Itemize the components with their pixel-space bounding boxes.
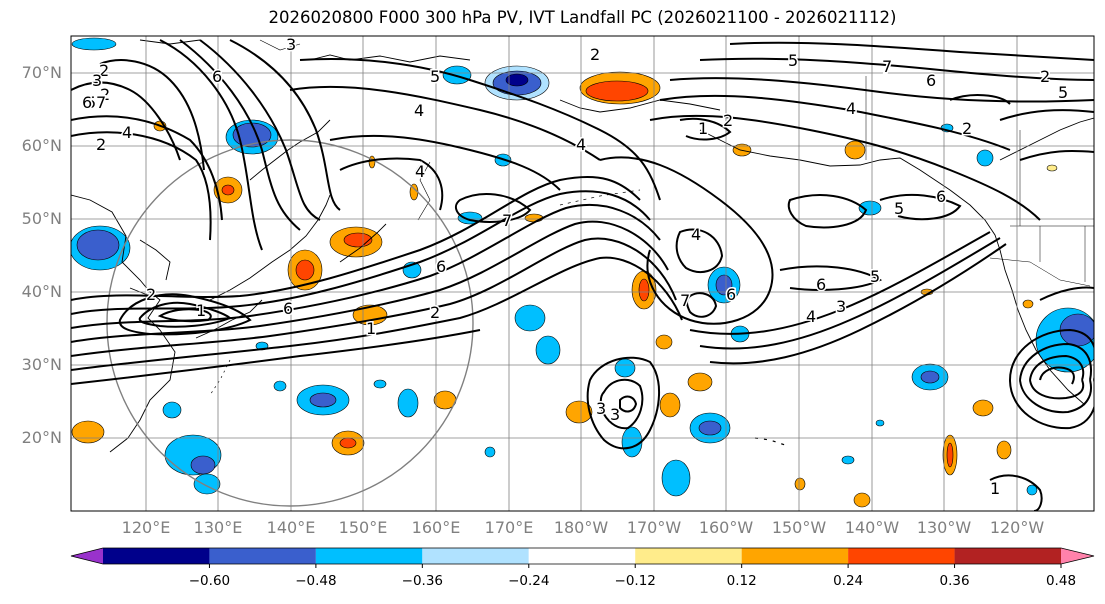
lon-label: 160°E [412, 518, 461, 537]
lon-label: 120°E [122, 518, 171, 537]
lat-label: 60°N [22, 136, 62, 155]
contour-label: 1 [366, 319, 376, 338]
lat-label: 30°N [22, 355, 62, 374]
contour-label: 4 [846, 99, 856, 118]
contour-label: 2 [100, 85, 110, 104]
contour-label: 2 [962, 119, 972, 138]
contour-label: 4 [414, 101, 424, 120]
colorbar-bin [315, 548, 423, 564]
contour-label: 4 [576, 135, 586, 154]
lat-label: 70°N [22, 63, 62, 82]
colorbar-ticks: −0.60 −0.48 −0.36 −0.24 −0.12 0.12 0.24 0.36 0.4… [189, 564, 1076, 589]
contour-label: 7 [96, 93, 106, 112]
contour-label: 2 [96, 135, 106, 154]
contour-label: 7 [680, 291, 690, 310]
contour-label: 2 [590, 45, 600, 64]
contour-label: 5 [788, 51, 798, 70]
lon-label: 150°W [772, 518, 827, 537]
colorbar-tick-label: 0.48 [1046, 573, 1076, 589]
contour-label: 7 [502, 211, 512, 230]
colorbar-bin [209, 548, 316, 564]
colorbar-tick-label: −0.24 [508, 573, 549, 589]
contour-label: 6 [816, 275, 826, 294]
lon-label: 170°W [627, 518, 682, 537]
lon-label: 130°W [917, 518, 972, 537]
contour-label: 7 [882, 57, 892, 76]
contour-label: 2 [99, 61, 109, 80]
contour-label: 2 [723, 111, 733, 130]
colorbar-bin [103, 548, 210, 564]
colorbar-bin [422, 548, 529, 564]
colorbar-tick-label: −0.48 [295, 573, 336, 589]
gridlines [71, 36, 1094, 511]
colorbar-outline [70, 547, 1095, 565]
colorbar-tick-label: −0.36 [402, 573, 443, 589]
colorbar [70, 547, 1095, 565]
contour-label: 5 [894, 199, 904, 218]
contour-label: 4 [415, 162, 425, 181]
contour-label: 1 [698, 119, 708, 138]
contour-label: 6 [82, 93, 92, 112]
lon-label: 140°E [267, 518, 316, 537]
lon-label: 130°E [194, 518, 243, 537]
contour-label: 2 [430, 303, 440, 322]
contour-label: 3 [596, 399, 606, 418]
contour-label: 4 [806, 307, 816, 326]
colorbar-tick-label: 0.36 [940, 573, 970, 589]
contour-labels: 2 3 2 5 7 6 3 4 6 2 5 4 2 6 4 6 2 1 2 4 … [81, 35, 1070, 500]
lon-label: 170°E [485, 518, 534, 537]
contour-label: 5 [86, 93, 96, 112]
colorbar-bin [954, 548, 1061, 564]
lat-label: 20°N [22, 428, 62, 447]
lat-label: 40°N [22, 282, 62, 301]
lon-label: 150°E [339, 518, 388, 537]
contour-label: 1 [990, 479, 1000, 498]
colorbar-extend-low [71, 548, 103, 564]
contour-label: 5 [1058, 83, 1068, 102]
latitude-labels: 70°N 60°N 50°N 40°N 30°N 20°N [22, 63, 62, 447]
contour-label: 6 [283, 299, 293, 318]
lon-label: 180°W [554, 518, 609, 537]
contour-label: 1 [196, 301, 206, 320]
contour-label: 5 [430, 67, 440, 86]
longitude-labels: 120°E 130°E 140°E 150°E 160°E 170°E 180°… [122, 518, 1045, 537]
colorbar-tick-label: 0.24 [833, 573, 863, 589]
contour-label: 3 [610, 405, 620, 424]
contour-label: 3 [286, 35, 296, 54]
colorbar-bin [528, 548, 636, 564]
contour-label: 4 [414, 161, 424, 180]
lon-label: 160°W [699, 518, 754, 537]
contour-label: 6 [212, 67, 222, 86]
shading-layer [71, 37, 1094, 508]
contour-label: 3 [92, 71, 102, 90]
pv-contours [71, 39, 1094, 511]
contour-label: 6 [926, 71, 936, 90]
contour-label: 4 [691, 225, 701, 244]
contour-label: 5 [870, 267, 880, 286]
colorbar-bin [741, 548, 849, 564]
contour-label: 2 [146, 285, 156, 304]
lon-label: 140°W [845, 518, 900, 537]
contour-label: 2 [1040, 67, 1050, 86]
colorbar-tick-label: 0.12 [727, 573, 757, 589]
map-frame [70, 35, 1095, 512]
lon-label: 120°W [990, 518, 1045, 537]
contour-label: 3 [836, 297, 846, 316]
colorbar-tick-label: −0.12 [615, 573, 656, 589]
colorbar-extend-high [1061, 548, 1094, 564]
contour-label: 6 [726, 285, 736, 304]
contour-label: 6 [436, 257, 446, 276]
colorbar-tick-label: −0.60 [189, 573, 230, 589]
colorbar-bin [848, 548, 955, 564]
map-title: 2026020800 F000 300 hPa PV, IVT Landfall… [268, 8, 897, 27]
contour-label: 6 [936, 187, 946, 206]
contour-label: 4 [122, 123, 132, 142]
colorbar-bin [635, 548, 742, 564]
map-panel: 2 3 2 5 7 6 3 4 6 2 5 4 2 6 4 6 2 1 2 4 … [71, 35, 1094, 511]
lat-label: 50°N [22, 209, 62, 228]
